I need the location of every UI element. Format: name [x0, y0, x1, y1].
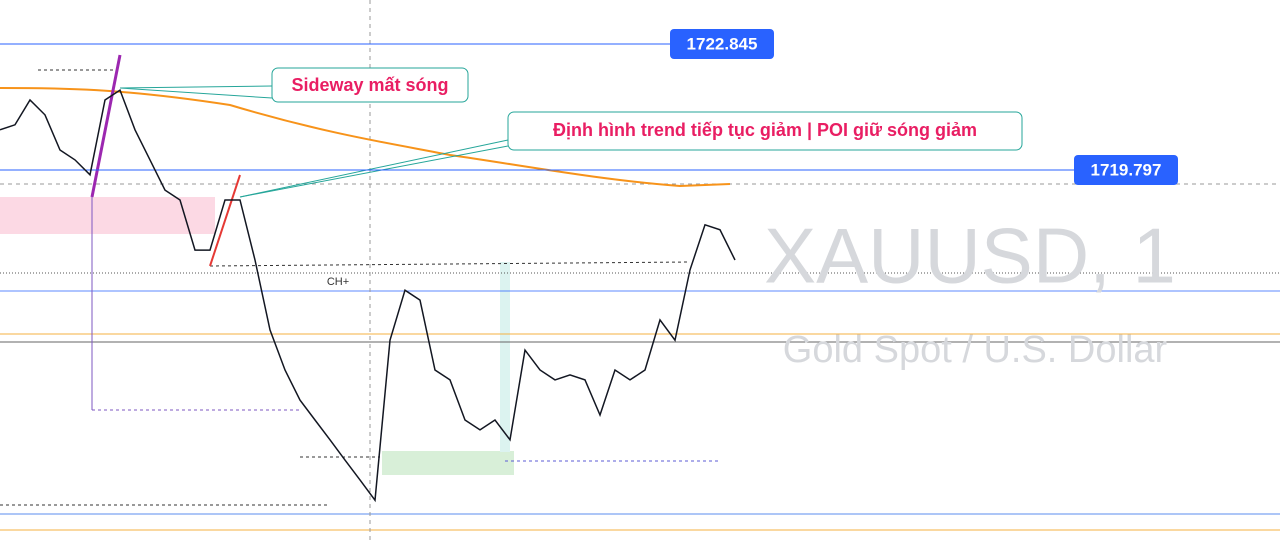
watermark-symbol: XAUUSD, 1 — [764, 212, 1176, 300]
supply-zone — [0, 197, 215, 234]
swing-line — [90, 54, 122, 198]
annotation: Định hình trend tiếp tục giảm | POI giữ … — [553, 120, 977, 140]
moving-average — [0, 87, 731, 188]
callout-line — [239, 145, 509, 198]
price-label-box — [670, 28, 774, 59]
callout-box — [271, 67, 469, 103]
price-label: 1722.845 — [687, 34, 758, 53]
annotation: CH+ — [327, 276, 349, 288]
swing-line — [209, 174, 241, 267]
price-label: 1719.797 — [1091, 160, 1162, 179]
dashed-level — [209, 261, 691, 267]
watermark-description: Gold Spot / U.S. Dollar — [783, 329, 1168, 371]
annotation: Sideway mất sóng — [291, 75, 448, 95]
price-label-box — [1074, 154, 1178, 185]
callout-line — [119, 85, 273, 89]
demand-zone — [382, 451, 514, 475]
callout-box — [507, 111, 1023, 151]
range-marker — [500, 262, 510, 452]
callout-line — [239, 139, 509, 198]
callout-line — [119, 87, 273, 99]
price-line — [0, 88, 736, 503]
